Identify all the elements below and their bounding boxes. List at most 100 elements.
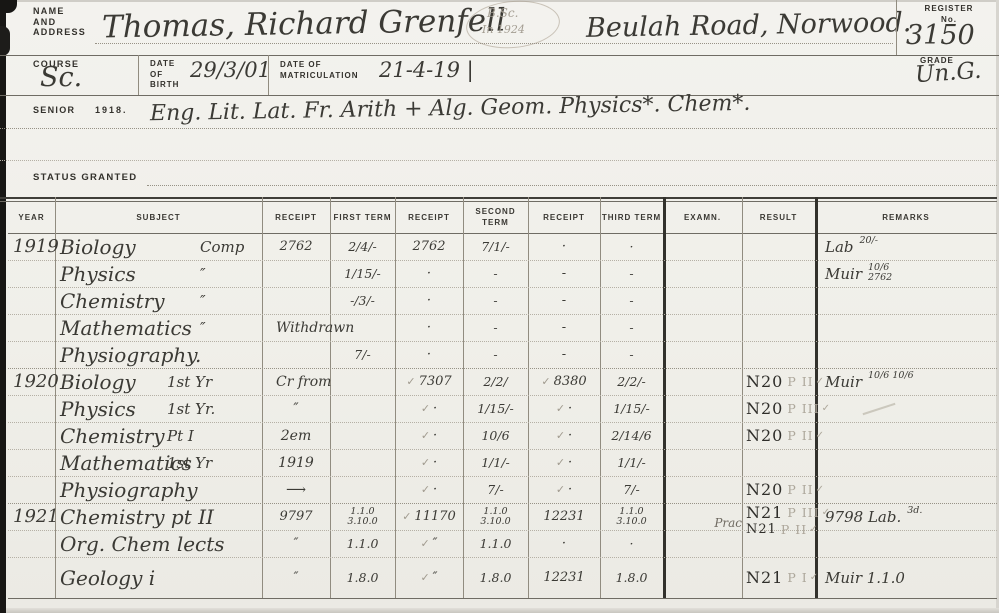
term2-cell: - bbox=[463, 260, 528, 287]
remarks-cell: Muir 1.1.0 bbox=[815, 557, 999, 598]
subject-cell: Chemistry ″ bbox=[55, 287, 262, 314]
receipt2-cell: ✓ ″ bbox=[395, 557, 463, 598]
check-mark: ✓ bbox=[420, 537, 430, 550]
term3-cell: - bbox=[600, 260, 663, 287]
matriculation-value: 21-4-19 | bbox=[379, 58, 474, 82]
result-line: N20 P II ✓ bbox=[746, 372, 824, 391]
subject-text: Chemistry bbox=[60, 288, 165, 313]
check-mark: ✓ bbox=[555, 456, 566, 469]
subject-qualifier: 1st Yr bbox=[167, 453, 213, 472]
receipt-value: · bbox=[426, 347, 432, 362]
receipt-value: ″ bbox=[432, 536, 438, 551]
result-grade-pencil: P II bbox=[787, 428, 814, 443]
fee-line: 1.1.0 bbox=[483, 505, 508, 517]
check-mark: ✓ bbox=[555, 402, 566, 415]
remark-sup: 10/6 bbox=[868, 262, 890, 273]
receipt-value: · bbox=[568, 482, 573, 497]
remark-text: 9798 Lab. bbox=[825, 507, 902, 526]
receipt-value: · bbox=[426, 266, 432, 281]
receipt-value: · bbox=[561, 536, 567, 551]
fee-value: · bbox=[629, 536, 634, 551]
receipt-value: - bbox=[561, 293, 567, 308]
subject-cell: Chemistry Pt I bbox=[55, 422, 262, 449]
term2-cell: 7/1/- bbox=[463, 233, 528, 260]
term3-cell: 1.8.0 bbox=[600, 557, 663, 598]
receipt-value: ″ bbox=[432, 570, 438, 585]
fee-value: 7/- bbox=[354, 347, 371, 362]
term3-cell: 1.1.0 3.10.0 bbox=[600, 503, 663, 530]
subject-cell: Biology 1st Yr bbox=[55, 368, 262, 395]
result-cell: N21 P III ✓ N21 P II ✓ bbox=[742, 503, 830, 537]
term2-cell: 2/2/ bbox=[463, 368, 528, 395]
scan-edge-top bbox=[0, 0, 999, 2]
subject-qualifier: ″ bbox=[200, 318, 206, 337]
receipt-value: - bbox=[561, 347, 567, 362]
label-line: No. bbox=[941, 14, 957, 24]
remarks-cell: Lab 20/- bbox=[815, 233, 999, 260]
subject-qualifier: Pt I bbox=[167, 426, 194, 445]
receipt2-cell: ✓ · bbox=[395, 422, 463, 449]
subject-cell: Geology i bbox=[55, 557, 262, 598]
course-value: Sc. bbox=[40, 62, 83, 93]
receipt2-cell: 2762 bbox=[395, 233, 463, 260]
subject-cell: Physiography bbox=[55, 476, 262, 503]
result-grade-pencil: P II bbox=[787, 374, 814, 389]
receipt-value: · bbox=[433, 455, 438, 470]
term2-cell: 1/15/- bbox=[463, 395, 528, 422]
receipt1-cell: 2em bbox=[280, 427, 312, 444]
remark-sup: 10/6 10/6 bbox=[868, 370, 914, 381]
fee-line: 1.1.0 bbox=[619, 505, 644, 517]
check-mark: ✓ bbox=[821, 403, 830, 414]
col-header-3: FIRST TERM bbox=[333, 212, 392, 222]
receipt-value: · bbox=[433, 428, 438, 443]
header-bottom-rule bbox=[8, 233, 997, 234]
result-cell: N20 P II ✓ bbox=[742, 368, 824, 395]
row-rule bbox=[8, 287, 997, 288]
remark-amounts: 10/6 2762 bbox=[868, 263, 892, 282]
dotted-rule bbox=[95, 43, 893, 44]
subject-cell: Physics 1st Yr. bbox=[55, 395, 262, 422]
scan-blemish bbox=[0, 0, 17, 13]
course-label: COURSE bbox=[33, 59, 80, 69]
term2-cell: - bbox=[463, 287, 528, 314]
term3-cell: 2/14/6 bbox=[600, 422, 663, 449]
fee-value: 1/1/- bbox=[481, 455, 510, 470]
result-grade-pencil: P II bbox=[787, 482, 814, 497]
student-address: Beulah Road, Norwood. bbox=[585, 7, 912, 44]
row-rule bbox=[8, 503, 997, 504]
term1-cell: 2/4/- bbox=[330, 233, 395, 260]
subject-cell: Physiography. bbox=[55, 341, 262, 368]
column-divider bbox=[742, 197, 743, 598]
dob-value: 29/3/01 bbox=[190, 58, 271, 82]
receipt1-cell: Withdrawn bbox=[276, 319, 355, 336]
term1-cell: 1/15/- bbox=[330, 260, 395, 287]
label-line: NAME bbox=[33, 6, 65, 16]
check-mark: ✓ bbox=[809, 572, 819, 583]
result-grade-pencil-2: P II bbox=[780, 522, 808, 537]
label-line: DATE bbox=[150, 59, 176, 68]
col-header-5: SECOND TERM bbox=[475, 207, 516, 227]
fee-value: 1/15/- bbox=[477, 401, 514, 416]
term1-cell: 7/- bbox=[330, 341, 395, 368]
fee-value: 1.1.0 bbox=[479, 536, 512, 551]
fee-value: 2/2/ bbox=[483, 374, 508, 389]
label-line: BIRTH bbox=[150, 80, 180, 89]
year-cell: 1919 bbox=[13, 236, 59, 257]
row-rule bbox=[8, 341, 997, 342]
column-divider bbox=[528, 197, 529, 598]
receipt3-cell: ✓ · bbox=[528, 449, 600, 476]
register-divider bbox=[896, 0, 897, 55]
year-cell: 1920 bbox=[13, 371, 59, 392]
remark-sup: 20/- bbox=[859, 235, 879, 246]
fee-value: 1.8.0 bbox=[346, 570, 379, 585]
result-session: N20 bbox=[746, 399, 784, 418]
grade-label: GRADE bbox=[920, 56, 954, 65]
result-grade-pencil: P I bbox=[787, 570, 808, 585]
subject-text: Chemistry pt II bbox=[60, 504, 214, 529]
result-session: N21 bbox=[746, 568, 784, 587]
check-mark: ✓ bbox=[420, 571, 430, 584]
subject-cell: Physics ″ bbox=[55, 260, 262, 287]
term3-cell: 1/1/- bbox=[600, 449, 663, 476]
term3-cell: · bbox=[600, 233, 663, 260]
dotted-rule bbox=[0, 128, 997, 129]
